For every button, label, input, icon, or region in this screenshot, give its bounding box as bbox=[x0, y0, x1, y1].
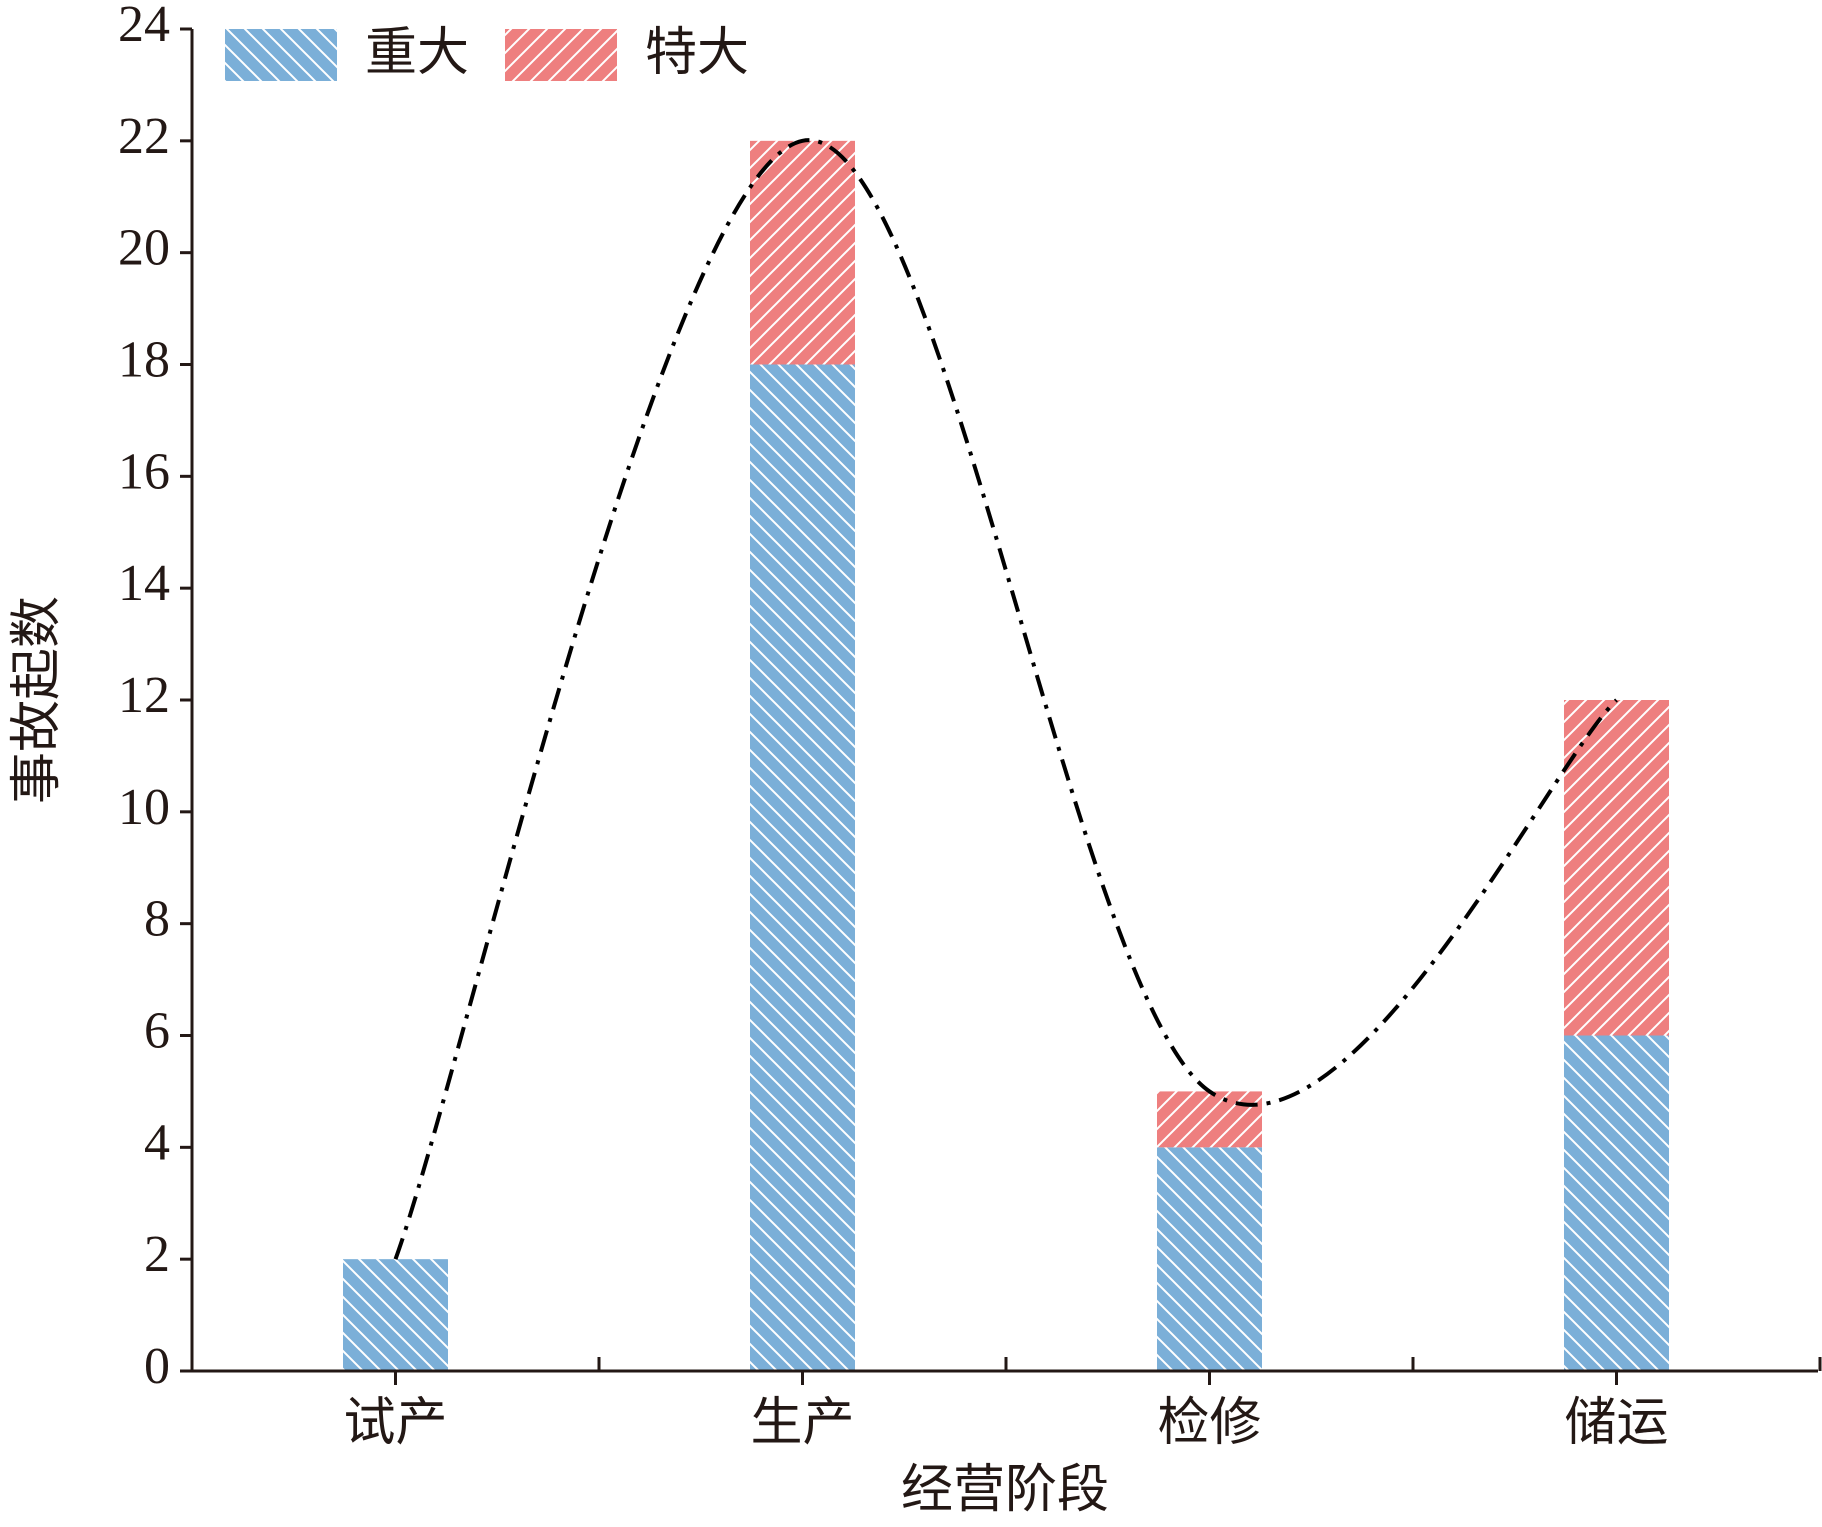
y-tick-label: 2 bbox=[144, 1226, 170, 1283]
y-tick-label: 10 bbox=[118, 779, 170, 836]
bar-segment bbox=[1157, 1147, 1262, 1371]
bar-segment bbox=[1564, 700, 1669, 1036]
legend-swatch bbox=[505, 29, 617, 81]
bar-segment bbox=[1157, 1091, 1262, 1148]
y-axis-label: 事故起数 bbox=[7, 596, 67, 804]
y-tick-label: 8 bbox=[144, 891, 170, 948]
bar-segment bbox=[750, 364, 855, 1371]
y-tick-label: 18 bbox=[118, 331, 170, 388]
trend-line bbox=[393, 138, 1618, 1260]
x-axis-label: 经营阶段 bbox=[901, 1460, 1109, 1520]
y-tick-label: 24 bbox=[118, 0, 170, 53]
x-tick-label: 检修 bbox=[1157, 1393, 1261, 1453]
x-tick-label: 生产 bbox=[750, 1393, 854, 1453]
bar-segment bbox=[750, 140, 855, 365]
y-tick-label: 16 bbox=[118, 443, 170, 500]
legend-swatch bbox=[225, 29, 337, 81]
y-tick-label: 6 bbox=[144, 1002, 170, 1059]
y-tick-label: 20 bbox=[118, 220, 170, 277]
y-tick-label: 0 bbox=[144, 1338, 170, 1395]
x-tick-label: 试产 bbox=[343, 1393, 447, 1453]
legend-label: 特大 bbox=[645, 23, 749, 83]
y-tick-label: 22 bbox=[118, 108, 170, 165]
bar-segment bbox=[1564, 1035, 1669, 1371]
y-tick-label: 4 bbox=[144, 1114, 170, 1171]
y-tick-label: 12 bbox=[118, 667, 170, 724]
bar-segment bbox=[343, 1259, 448, 1371]
y-tick-label: 14 bbox=[118, 555, 170, 612]
legend-label: 重大 bbox=[365, 23, 469, 83]
x-tick-label: 储运 bbox=[1564, 1393, 1668, 1453]
